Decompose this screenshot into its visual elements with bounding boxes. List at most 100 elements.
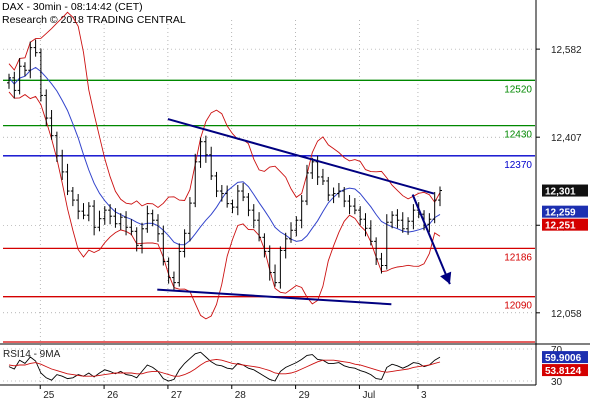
rsi-tick-70: 70 xyxy=(551,345,563,356)
candle xyxy=(241,182,246,202)
candle xyxy=(124,211,129,236)
candle xyxy=(92,200,97,236)
candle xyxy=(155,214,160,242)
level-label-12090: 12090 xyxy=(504,301,532,312)
main-grid xyxy=(3,20,535,342)
candle xyxy=(406,217,411,235)
y-tick-12,058: 12,058 xyxy=(551,309,582,320)
rsi-bg xyxy=(3,345,535,385)
rsi-title: RSI14 - 9MA xyxy=(3,349,61,360)
candle xyxy=(171,271,176,291)
candle xyxy=(182,229,187,258)
candle xyxy=(400,212,405,233)
chart-copyright: Research © 2018 TRADING CENTRAL xyxy=(2,14,186,26)
candle xyxy=(22,62,27,77)
forecast-arrow-head xyxy=(440,271,452,285)
candle xyxy=(320,168,325,185)
x-tick-Jul: Jul xyxy=(362,390,375,400)
rsi-badge-red: 53.8124 xyxy=(545,366,582,377)
candle xyxy=(203,135,208,163)
candle xyxy=(214,171,219,198)
candle xyxy=(336,182,341,198)
candle xyxy=(427,213,432,233)
candle xyxy=(187,197,192,242)
candle xyxy=(368,220,373,246)
rsi-series-9ma xyxy=(8,358,441,377)
candle xyxy=(273,264,278,287)
trendline-2 xyxy=(157,288,392,306)
candle xyxy=(310,157,315,179)
candle xyxy=(193,153,198,208)
candle xyxy=(60,149,65,180)
candle xyxy=(390,211,395,229)
forecast-arrow-shaft xyxy=(411,194,451,285)
candle xyxy=(358,206,363,226)
trendlines xyxy=(157,118,452,306)
price-badge-red: 12,251 xyxy=(545,221,576,232)
candle xyxy=(129,219,134,236)
x-tick-3: 3 xyxy=(421,390,427,400)
candle xyxy=(432,192,437,224)
price-badge-dark-bg xyxy=(542,184,588,197)
bollinger-upper xyxy=(8,11,441,209)
candle xyxy=(86,202,91,222)
rsi-panel: 70 30 RSI14 - 9MA xyxy=(0,343,590,388)
y-tick-12,582: 12,582 xyxy=(551,45,582,56)
candle xyxy=(299,195,304,229)
candle xyxy=(49,110,54,140)
candle xyxy=(38,48,43,102)
candle xyxy=(331,187,336,204)
candle xyxy=(81,203,86,220)
rsi-badge-red-bg xyxy=(542,364,588,377)
candle xyxy=(140,222,145,254)
x-tick-29: 29 xyxy=(299,390,311,400)
candle xyxy=(262,233,267,258)
level-label-12520: 12520 xyxy=(504,84,532,95)
x-tick-25: 25 xyxy=(43,390,55,400)
candle xyxy=(7,73,11,89)
candle xyxy=(198,137,203,168)
y-tick-12,407: 12,407 xyxy=(551,133,582,144)
candle xyxy=(177,243,182,287)
chart-title: DAX - 30min - 08:14:42 (CET) xyxy=(2,1,143,13)
candle xyxy=(374,237,379,266)
level-label-12186: 12186 xyxy=(504,252,532,263)
candle xyxy=(230,199,235,214)
candle xyxy=(150,209,155,227)
price-badge-blue: 12,259 xyxy=(545,208,576,219)
candle xyxy=(161,225,166,266)
level-label-12430: 12430 xyxy=(504,130,532,141)
candle xyxy=(97,210,102,232)
x-tick-28: 28 xyxy=(235,390,247,400)
candle xyxy=(347,195,352,215)
price-badges: 12,301 12,259 12,251 59.9006 53.8124 xyxy=(542,184,588,377)
candle xyxy=(145,205,150,233)
candle xyxy=(294,216,299,237)
candle xyxy=(363,213,368,237)
rsi-badge-blue-bg xyxy=(542,351,588,364)
candle xyxy=(70,187,75,207)
candle xyxy=(76,194,81,220)
candle xyxy=(65,163,70,196)
candle xyxy=(108,204,113,225)
candle xyxy=(54,131,59,162)
bollinger-lower xyxy=(8,91,441,320)
candle xyxy=(411,204,416,230)
candle xyxy=(102,206,107,225)
candle xyxy=(289,222,294,243)
rsi-badge-blue: 59.9006 xyxy=(545,353,582,364)
candle xyxy=(28,41,33,79)
candle xyxy=(251,204,256,229)
x-tick-27: 27 xyxy=(171,390,183,400)
candle xyxy=(257,212,262,242)
candle xyxy=(379,252,384,274)
candle xyxy=(17,58,22,95)
trendline-1 xyxy=(167,118,435,195)
candle xyxy=(219,184,224,202)
candle xyxy=(384,214,389,270)
moving-average xyxy=(8,66,441,246)
candle xyxy=(235,184,240,216)
candle xyxy=(352,198,357,215)
